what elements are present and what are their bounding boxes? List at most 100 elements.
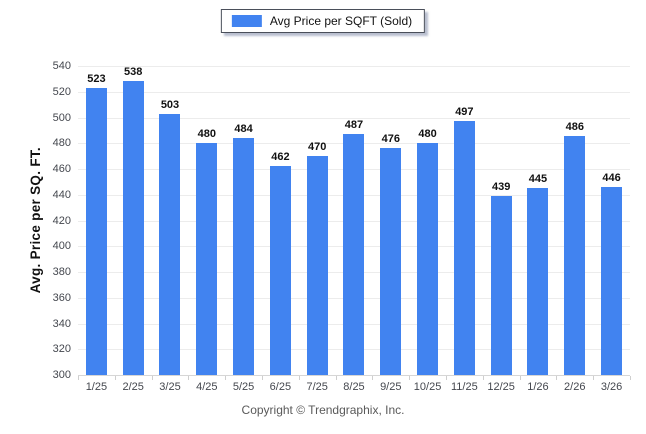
plot-area: 300 320 340 360 380 400 420 440 460 480 500 520 540 5… [53, 60, 630, 381]
y-axis-title: Avg. Price per SQ. FT. [24, 66, 46, 375]
x-axis-tick-label: 11/25 [451, 381, 478, 393]
y-axis-tick-label: 340 [52, 317, 71, 330]
x-axis-tick-label: 1/26 [527, 381, 549, 393]
x-axis-tick-label: 6/25 [269, 381, 292, 393]
y-axis-tick-label: 540 [52, 60, 71, 72]
x-axis-tick-label: 9/25 [380, 381, 402, 393]
y-axis-tick-label: 400 [52, 240, 71, 253]
bar-value-label: 486 [565, 120, 584, 133]
bar [306, 156, 328, 375]
bar [564, 135, 586, 375]
y-axis-tick-label: 380 [52, 266, 71, 278]
bar-column-2/25: 538 [115, 66, 152, 375]
y-axis-tick-label: 420 [52, 214, 71, 227]
bar-column-4/25: 480 [188, 66, 225, 375]
bar-column-3/25: 503 [152, 66, 189, 375]
chart-legend: Avg Price per SQFT (Sold) [220, 9, 426, 33]
x-axis-tick [519, 376, 521, 380]
bar-column-1/25: 523 [78, 66, 115, 375]
bar-column-3/26: 446 [593, 66, 630, 375]
bar-column-9/25: 476 [372, 66, 409, 375]
x-axis-tick [556, 376, 558, 380]
bar-value-label: 462 [271, 151, 290, 164]
bar [380, 148, 402, 375]
x-axis-tick-label: 3/26 [600, 381, 623, 393]
bars-container: 523 538 503 480 484 462 470 487 476 480 497 439 445 4… [78, 66, 630, 375]
y-axis-tick-label: 500 [52, 111, 71, 124]
bar [490, 196, 512, 375]
copyright-footer: Copyright © Trendgraphix, Inc. [241, 403, 405, 417]
x-axis-tick-label: 2/26 [564, 381, 586, 393]
x-axis-tick-label: 5/25 [232, 381, 255, 393]
bar-column-5/25: 484 [225, 66, 262, 375]
y-axis-title-text: Avg. Price per SQ. FT. [27, 147, 43, 294]
bar-value-label: 523 [87, 72, 106, 85]
x-axis-baseline [78, 375, 630, 376]
bar-column-11/25: 497 [446, 66, 483, 375]
gridline [78, 66, 630, 67]
x-axis-tick [78, 376, 79, 380]
x-axis-tick-label: 12/25 [487, 381, 515, 393]
x-axis-tick [372, 376, 374, 380]
x-axis-tick [630, 376, 631, 380]
bar [196, 143, 218, 375]
x-axis-tick [446, 376, 447, 380]
x-axis-tick-label: 2/25 [122, 381, 144, 393]
x-axis-tick-label: 4/25 [196, 381, 218, 393]
y-axis-tick-label: 360 [52, 291, 71, 304]
bar-value-label: 480 [418, 128, 437, 141]
x-axis-tick-label: 8/25 [343, 381, 365, 393]
bar [269, 166, 291, 375]
x-axis-tick-label: 1/25 [85, 381, 108, 393]
x-axis-tick-label: 7/25 [306, 381, 328, 393]
bar-value-label: 503 [160, 98, 180, 111]
bar-column-12/25: 439 [483, 66, 520, 375]
x-axis-tick-label: 10/25 [413, 381, 442, 393]
x-axis-tick-label: 3/25 [159, 381, 181, 393]
bar-value-label: 446 [602, 172, 621, 185]
x-axis-tick [409, 376, 411, 380]
bar-value-label: 487 [344, 119, 364, 132]
bar [159, 113, 181, 375]
bar-column-7/25: 470 [299, 66, 336, 375]
bar-value-label: 484 [234, 123, 253, 136]
y-axis-tick-label: 320 [52, 343, 71, 356]
bar-column-1/26: 445 [520, 66, 557, 375]
y-axis-tick-label: 520 [52, 85, 71, 98]
bar-value-label: 538 [124, 66, 143, 78]
x-axis-tick [593, 376, 595, 380]
bar [85, 87, 107, 375]
bar-value-label: 497 [455, 106, 474, 119]
x-axis-ticks [78, 376, 631, 380]
x-axis-tick [335, 376, 337, 380]
x-axis-tick [298, 376, 300, 380]
bar [527, 188, 549, 375]
x-axis-tick [262, 376, 263, 380]
bar-column-10/25: 480 [409, 66, 446, 375]
bar-column-2/26: 486 [556, 66, 593, 375]
bar-column-6/25: 462 [262, 66, 299, 375]
x-axis-tick [151, 376, 153, 380]
gridline [78, 91, 630, 93]
bar-value-label: 439 [491, 181, 511, 194]
bar [453, 121, 475, 375]
bar [233, 138, 255, 375]
x-axis-tick [225, 376, 227, 380]
x-axis-tick [188, 376, 190, 380]
x-axis-labels: 1/25 2/25 3/25 4/25 5/25 6/25 7/25 8/25 9/25 10/2… [78, 381, 630, 393]
y-axis-tick-label: 460 [52, 163, 71, 175]
bar-value-label: 445 [528, 173, 548, 186]
y-axis-tick-label: 300 [52, 369, 71, 381]
bar-value-label: 480 [197, 128, 216, 141]
bar [417, 143, 439, 375]
legend-label: Avg Price per SQFT (Sold) [269, 14, 413, 28]
bar [343, 134, 365, 375]
y-axis-tick-label: 440 [52, 188, 71, 201]
bar [122, 81, 144, 375]
x-axis-tick [114, 376, 116, 380]
y-axis-tick-label: 480 [52, 137, 71, 150]
gridline [78, 117, 630, 119]
bar-value-label: 476 [381, 133, 400, 146]
bar-column-8/25: 487 [336, 66, 373, 375]
